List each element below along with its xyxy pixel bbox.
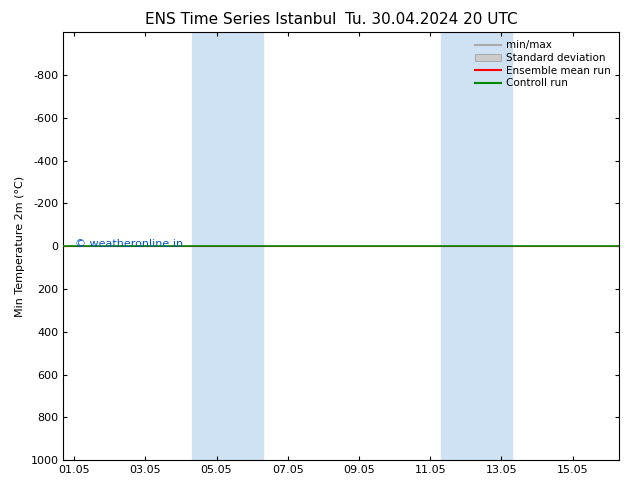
Bar bbox=[441, 32, 512, 460]
Y-axis label: Min Temperature 2m (°C): Min Temperature 2m (°C) bbox=[15, 175, 25, 317]
Legend: min/max, Standard deviation, Ensemble mean run, Controll run: min/max, Standard deviation, Ensemble me… bbox=[470, 36, 615, 93]
Text: Tu. 30.04.2024 20 UTC: Tu. 30.04.2024 20 UTC bbox=[345, 12, 517, 27]
Text: ENS Time Series Istanbul: ENS Time Series Istanbul bbox=[145, 12, 337, 27]
Bar bbox=[191, 32, 263, 460]
Text: © weatheronline.in: © weatheronline.in bbox=[75, 239, 183, 249]
